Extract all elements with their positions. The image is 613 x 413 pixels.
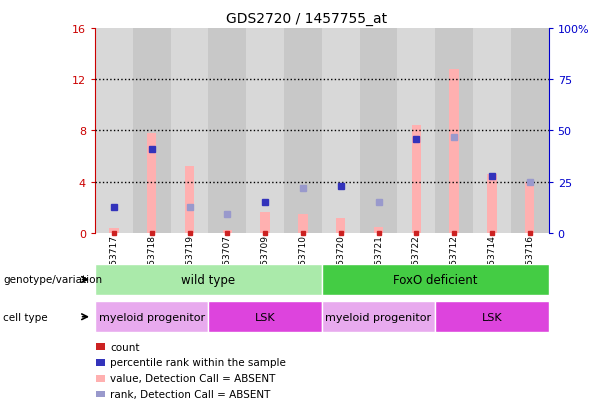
- Bar: [208, 301, 322, 332]
- Bar: [95, 29, 133, 233]
- Text: rank, Detection Call = ABSENT: rank, Detection Call = ABSENT: [110, 389, 271, 399]
- Bar: [133, 29, 170, 233]
- Bar: [246, 29, 284, 233]
- Text: GDS2720 / 1457755_at: GDS2720 / 1457755_at: [226, 12, 387, 26]
- Bar: [96, 359, 105, 366]
- Bar: [284, 29, 322, 233]
- Bar: [322, 301, 435, 332]
- Bar: [435, 301, 549, 332]
- Bar: [435, 29, 473, 233]
- Text: value, Detection Call = ABSENT: value, Detection Call = ABSENT: [110, 373, 276, 383]
- Bar: [298, 214, 308, 233]
- Bar: [261, 213, 270, 233]
- Bar: [473, 29, 511, 233]
- Bar: [147, 134, 156, 233]
- Bar: [208, 29, 246, 233]
- Bar: [95, 264, 322, 295]
- Bar: [449, 70, 459, 233]
- Text: FoxO deficient: FoxO deficient: [393, 273, 478, 286]
- Bar: [96, 391, 105, 397]
- Bar: [96, 375, 105, 382]
- Bar: [336, 218, 346, 233]
- Text: LSK: LSK: [255, 312, 275, 322]
- Bar: [223, 230, 232, 233]
- Text: myeloid progenitor: myeloid progenitor: [326, 312, 432, 322]
- Text: percentile rank within the sample: percentile rank within the sample: [110, 358, 286, 368]
- Text: wild type: wild type: [181, 273, 235, 286]
- Bar: [170, 29, 208, 233]
- Bar: [360, 29, 397, 233]
- Text: LSK: LSK: [482, 312, 502, 322]
- Bar: [322, 264, 549, 295]
- Bar: [96, 344, 105, 350]
- Bar: [185, 167, 194, 233]
- Text: genotype/variation: genotype/variation: [3, 275, 102, 285]
- Bar: [525, 182, 535, 233]
- Bar: [109, 229, 119, 233]
- Bar: [322, 29, 360, 233]
- Bar: [397, 29, 435, 233]
- Bar: [95, 301, 208, 332]
- Text: myeloid progenitor: myeloid progenitor: [99, 312, 205, 322]
- Bar: [411, 126, 421, 233]
- Text: cell type: cell type: [3, 312, 48, 322]
- Text: count: count: [110, 342, 140, 352]
- Bar: [487, 175, 497, 233]
- Bar: [374, 227, 383, 233]
- Bar: [511, 29, 549, 233]
